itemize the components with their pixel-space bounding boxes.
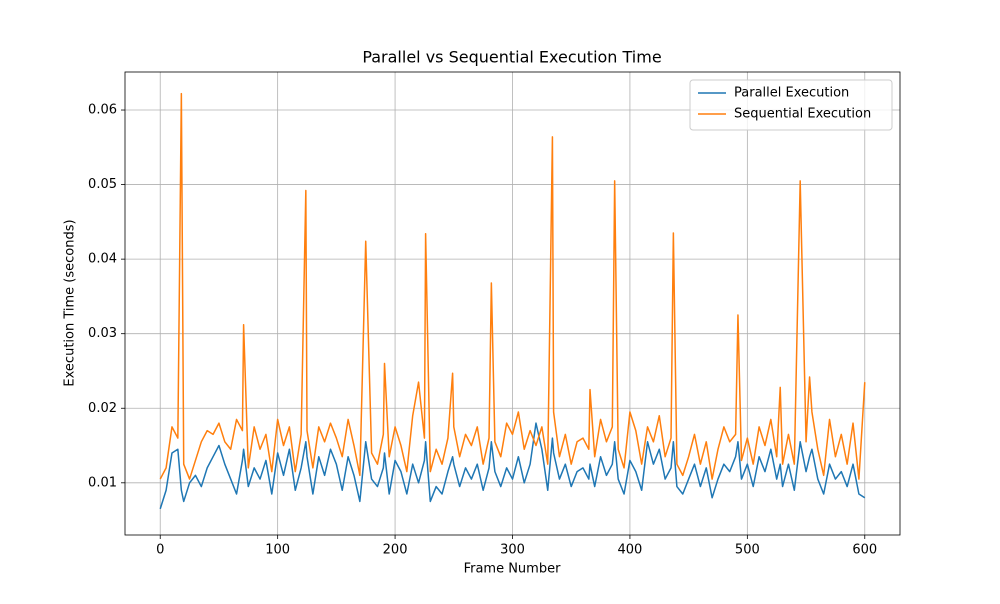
x-tick-label: 600 xyxy=(852,543,877,558)
y-tick-label: 0.02 xyxy=(88,401,117,416)
x-axis-label: Frame Number xyxy=(464,562,562,577)
legend-box xyxy=(689,79,893,131)
legend-label: Sequential Execution xyxy=(734,107,871,122)
x-tick-label: 0 xyxy=(156,543,164,558)
plot-frame xyxy=(124,71,901,536)
y-axis-label: Execution Time (seconds) xyxy=(63,219,78,386)
x-tick-label: 200 xyxy=(383,543,408,558)
legend-label: Parallel Execution xyxy=(734,86,849,101)
chart-title: Parallel vs Sequential Execution Time xyxy=(362,48,661,67)
y-tick-label: 0.06 xyxy=(88,103,117,118)
y-tick-label: 0.04 xyxy=(88,252,117,267)
y-tick-label: 0.01 xyxy=(88,475,117,490)
x-tick-label: 300 xyxy=(500,543,525,558)
data-line xyxy=(159,92,866,480)
x-tick-label: 500 xyxy=(735,543,760,558)
x-tick-label: 400 xyxy=(618,543,643,558)
y-tick-label: 0.03 xyxy=(88,326,117,341)
x-tick-label: 100 xyxy=(265,543,290,558)
data-line xyxy=(159,422,866,510)
y-tick-label: 0.05 xyxy=(88,177,117,192)
